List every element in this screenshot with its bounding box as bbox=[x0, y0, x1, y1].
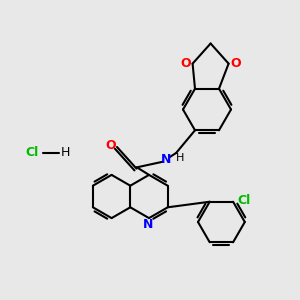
Text: H: H bbox=[61, 146, 70, 160]
Text: Cl: Cl bbox=[238, 194, 251, 207]
Text: O: O bbox=[180, 57, 191, 70]
Text: N: N bbox=[161, 153, 172, 166]
Text: O: O bbox=[230, 57, 241, 70]
Text: H: H bbox=[176, 153, 184, 163]
Text: Cl: Cl bbox=[25, 146, 38, 160]
Text: O: O bbox=[105, 139, 116, 152]
Text: N: N bbox=[143, 218, 154, 231]
